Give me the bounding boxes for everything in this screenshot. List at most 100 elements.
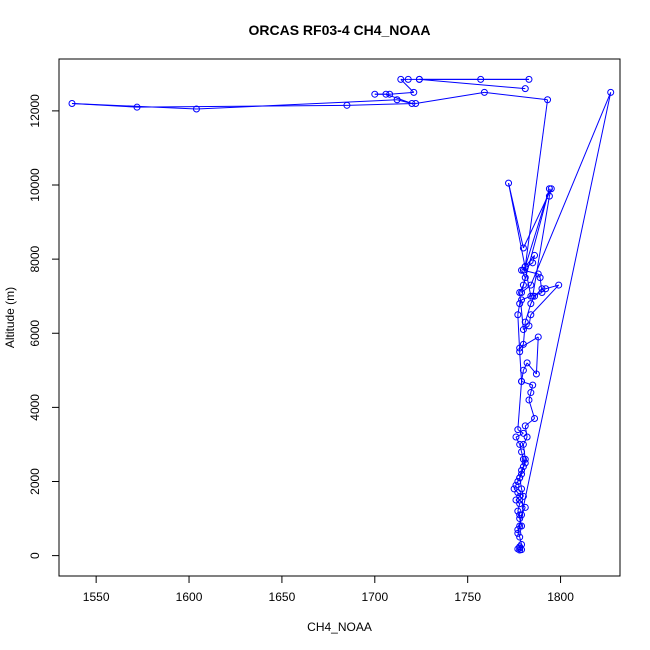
data-point <box>527 389 535 397</box>
series-segment <box>346 102 416 106</box>
data-point <box>516 522 524 530</box>
y-tick-label: 8000 <box>28 245 42 272</box>
y-tick-label: 12000 <box>28 94 42 128</box>
data-point <box>519 463 527 471</box>
data-point <box>514 507 522 515</box>
series-segment <box>532 255 536 263</box>
series-segment <box>517 503 521 512</box>
data-point <box>521 503 529 511</box>
data-point <box>518 288 526 296</box>
x-axis: 1550 1600 1650 1700 1750 1800 <box>83 576 574 604</box>
data-point <box>518 522 526 530</box>
x-tick-label: 1800 <box>547 590 574 604</box>
data-point <box>547 185 555 193</box>
data-point <box>523 433 531 441</box>
series-segment <box>519 351 523 382</box>
series-segment <box>515 436 521 445</box>
series-segment <box>530 385 534 393</box>
data-point <box>521 85 529 93</box>
data-point <box>545 185 553 193</box>
data-point <box>542 285 550 293</box>
data-point <box>516 500 524 508</box>
data-point <box>534 270 542 278</box>
data-point <box>521 318 529 326</box>
data-point <box>518 296 526 304</box>
series-points <box>68 75 615 554</box>
data-point <box>516 533 524 541</box>
series-segment <box>522 322 526 345</box>
data-point <box>529 381 537 389</box>
data-point <box>415 75 423 83</box>
data-point <box>514 477 522 485</box>
series-segment <box>530 92 612 286</box>
y-tick-label: 2000 <box>28 468 42 495</box>
data-point <box>519 492 527 500</box>
series-segment <box>524 188 550 267</box>
series-segment <box>389 91 414 95</box>
data-point <box>512 433 520 441</box>
data-point <box>514 426 522 434</box>
data-point <box>523 359 531 367</box>
data-point <box>527 311 535 319</box>
data-point <box>512 481 520 489</box>
data-point <box>393 96 401 104</box>
data-point <box>514 489 522 497</box>
data-point <box>545 192 553 200</box>
data-point <box>408 99 416 107</box>
series-segment <box>517 92 612 534</box>
x-tick-label: 1600 <box>176 590 203 604</box>
data-point <box>518 540 526 548</box>
data-point <box>192 105 200 113</box>
data-point <box>410 88 418 96</box>
series-segment <box>545 284 559 290</box>
data-point <box>516 496 524 504</box>
data-point <box>505 179 513 187</box>
data-point <box>480 88 488 96</box>
y-axis-label: Altitude (m) <box>3 287 17 348</box>
y-tick-label: 4000 <box>28 394 42 421</box>
data-point <box>404 75 412 83</box>
series-segment <box>415 91 485 104</box>
data-point <box>519 440 527 448</box>
data-point <box>516 474 524 482</box>
data-point <box>519 326 527 334</box>
data-point <box>536 274 544 282</box>
y-tick-label: 6000 <box>28 320 42 347</box>
data-point <box>527 300 535 308</box>
series-segment <box>521 284 532 293</box>
plot-frame <box>58 58 621 577</box>
series-segment <box>519 444 523 452</box>
data-point <box>531 251 539 259</box>
data-point <box>477 75 485 83</box>
x-axis-label: CH4_NOAA <box>307 620 372 634</box>
data-point <box>538 285 546 293</box>
data-point <box>607 88 615 96</box>
data-point <box>519 366 527 374</box>
data-point <box>516 515 524 523</box>
series-segment <box>517 381 523 430</box>
series-segment <box>528 314 532 326</box>
data-point <box>510 485 518 493</box>
data-point <box>518 470 526 478</box>
series-segment <box>385 93 413 104</box>
chart-title: ORCAS RF03-4 CH4_NOAA <box>248 22 430 38</box>
data-point <box>555 281 563 289</box>
series-segment <box>513 488 519 493</box>
series-segment <box>524 99 549 267</box>
data-point <box>516 492 524 500</box>
y-tick-label: 10000 <box>28 168 42 202</box>
series-segment <box>521 270 526 278</box>
data-point <box>386 90 394 98</box>
data-point <box>527 281 535 289</box>
data-point <box>527 292 535 300</box>
data-point <box>343 101 351 109</box>
data-point <box>529 259 537 267</box>
series-segment <box>519 536 523 545</box>
data-point <box>516 440 524 448</box>
data-point <box>538 288 546 296</box>
data-point <box>525 396 533 404</box>
data-point <box>521 263 529 271</box>
data-point <box>514 529 522 537</box>
series-segment <box>508 183 532 297</box>
